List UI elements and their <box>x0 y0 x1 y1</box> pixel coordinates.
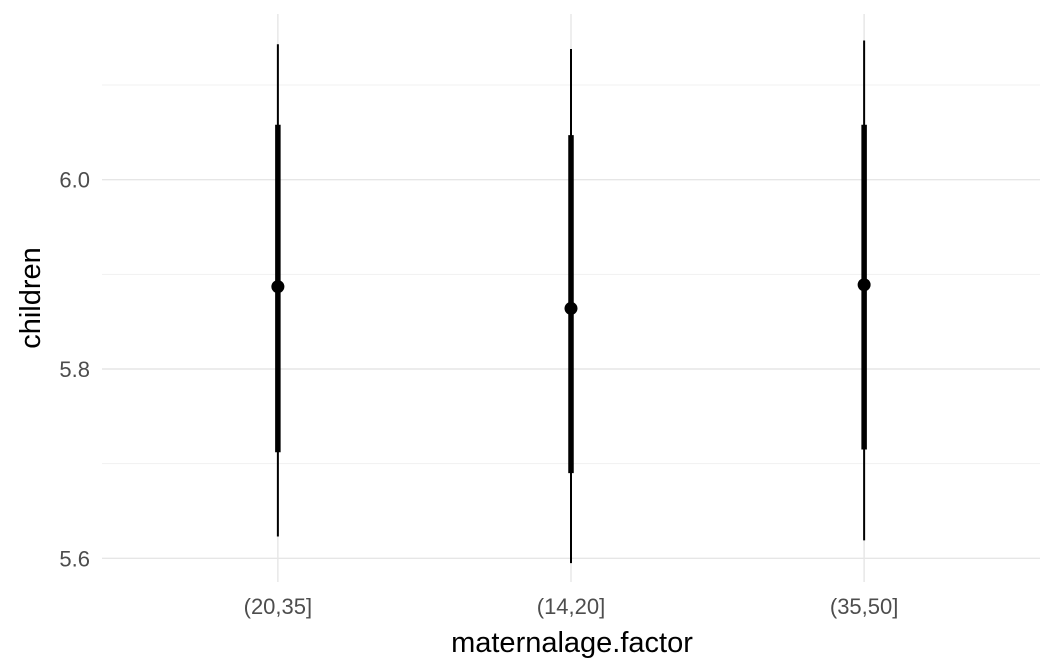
y-axis-title: children <box>15 247 47 349</box>
point-estimate <box>564 301 578 315</box>
y-tick-label: 5.8 <box>59 357 90 382</box>
x-tick-label: (35,50] <box>830 594 899 619</box>
x-tick-label: (14,20] <box>537 594 606 619</box>
x-axis-tick-labels: (20,35] (14,20] (35,50] <box>244 594 899 619</box>
mark-layer <box>271 40 871 564</box>
point-estimate <box>271 280 285 294</box>
y-tick-label: 6.0 <box>59 168 90 193</box>
x-axis-title: maternalage.factor <box>451 627 693 659</box>
y-axis-tick-labels: 5.6 5.8 6.0 <box>59 168 90 572</box>
point-estimate <box>857 278 871 292</box>
y-tick-label: 5.6 <box>59 546 90 571</box>
x-tick-label: (20,35] <box>244 594 313 619</box>
